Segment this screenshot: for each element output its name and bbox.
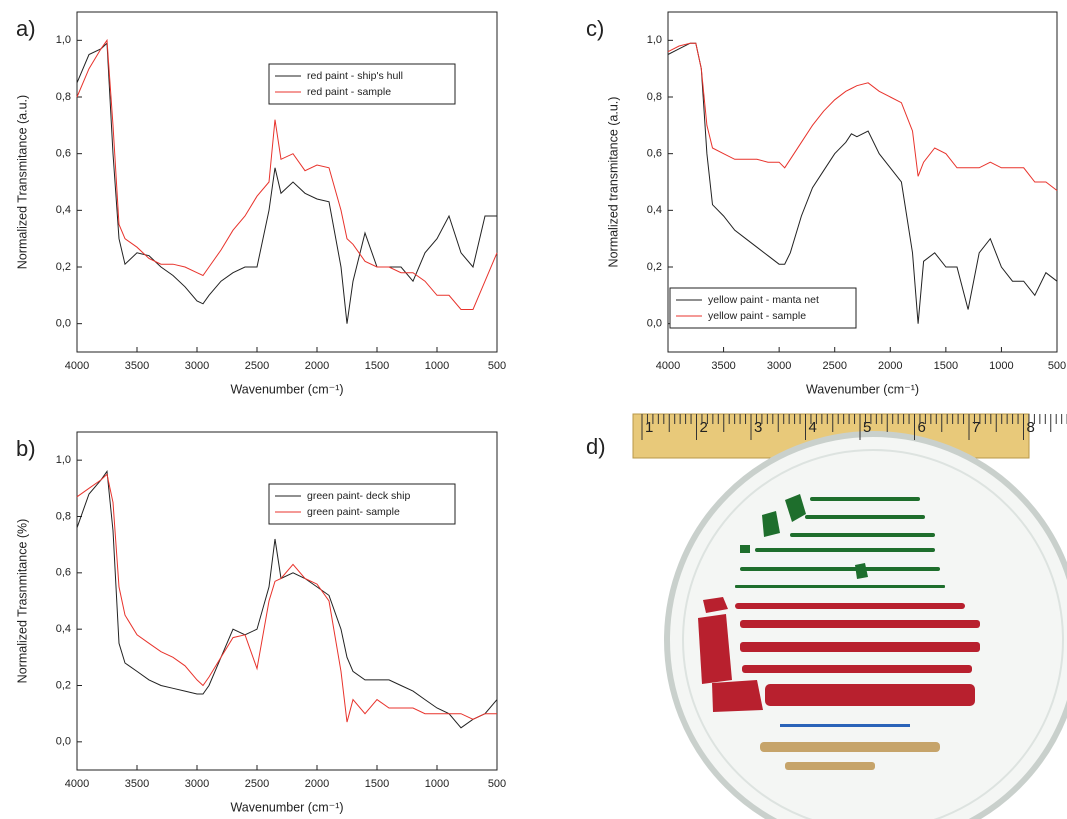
spectrum-line [76,38,498,310]
plot-frame [76,11,498,353]
red-fragments [698,597,980,712]
y-tick-label: 0,2 [56,261,71,273]
x-tick-label: 3000 [767,360,791,372]
spectrum-line [76,473,497,723]
plot-frame [667,11,1058,353]
legend-label: green paint- sample [307,506,400,518]
x-tick-label: 2000 [305,778,329,790]
y-tick-label: 0,4 [647,204,662,216]
y-tick-label: 0,4 [56,204,71,216]
x-tick-label: 2500 [245,360,269,372]
panel-label: a) [16,16,36,41]
y-axis-label: Normalized transmitance (a.u.) [606,97,620,268]
legend-box [669,287,857,329]
legend-label: yellow paint - sample [708,310,806,322]
x-tick-label: 2500 [245,778,269,790]
x-tick-label: 4000 [65,360,89,372]
x-tick-label: 3000 [185,360,209,372]
x-tick-label: 1500 [365,360,389,372]
photo [632,413,1067,819]
y-tick-label: 1,0 [56,454,71,466]
legend-label: red paint - ship's hull [307,70,403,82]
x-axis-label: Wavenumber (cm⁻¹) [230,800,343,814]
y-tick-label: 0,8 [56,91,71,103]
x-tick-label: 4000 [65,778,89,790]
legend-label: yellow paint - manta net [708,294,819,306]
ruler-label: 6 [918,419,926,436]
y-tick-label: 0,8 [647,91,662,103]
plot-frame [76,431,498,771]
x-tick-label: 4000 [656,360,680,372]
yellow-fragments [760,742,940,770]
x-axis-label: Wavenumber (cm⁻¹) [806,382,919,396]
ruler-label: 5 [863,419,871,436]
spectrum-line [76,42,497,324]
dish-rim [682,449,1064,819]
y-tick-label: 0,6 [56,567,71,579]
x-tick-label: 3500 [125,778,149,790]
ruler-label: 4 [809,419,817,436]
x-tick-label: 1000 [425,778,449,790]
x-tick-label: 1000 [425,360,449,372]
x-tick-label: 500 [1048,360,1066,372]
x-tick-label: 2000 [305,360,329,372]
y-tick-label: 0,6 [647,148,662,160]
spectrum-line [667,42,1058,324]
x-tick-label: 1500 [365,778,389,790]
x-tick-label: 1000 [989,360,1013,372]
ruler-label: 1 [645,419,653,436]
x-tick-label: 2500 [822,360,846,372]
legend-box [268,63,456,105]
legend-label: red paint - sample [307,86,391,98]
y-axis-label: Normalized Transmitance (a.u.) [15,95,29,269]
x-tick-label: 3000 [185,778,209,790]
blue-fragments [780,724,910,727]
x-axis-label: Wavenumber (cm⁻¹) [230,382,343,396]
ruler-label: 2 [700,419,708,436]
y-tick-label: 0,6 [56,148,71,160]
panel-label: d) [586,434,606,459]
ruler-label: 3 [754,419,762,436]
spectrum-line [76,470,498,729]
y-tick-label: 0,0 [647,318,662,330]
legend-box [268,483,456,525]
green-fragments [735,494,945,588]
y-tick-label: 1,0 [56,34,71,46]
y-tick-label: 0,0 [56,736,71,748]
x-tick-label: 2000 [878,360,902,372]
y-tick-label: 1,0 [647,34,662,46]
y-tick-label: 0,8 [56,510,71,522]
x-tick-label: 3500 [711,360,735,372]
legend-label: green paint- deck ship [307,490,410,502]
y-tick-label: 0,2 [56,679,71,691]
x-tick-label: 1500 [934,360,958,372]
spectrum-line [667,42,1058,191]
y-tick-label: 0,0 [56,318,71,330]
y-tick-label: 0,4 [56,623,71,635]
y-tick-label: 0,2 [647,261,662,273]
ruler-label: 7 [972,419,980,436]
y-axis-label: Normalized Trasnmitance (%) [15,519,29,684]
x-tick-label: 500 [488,360,506,372]
ruler-label: 8 [1027,419,1035,436]
panel-label: c) [586,16,604,41]
x-tick-label: 500 [488,778,506,790]
panel-label: b) [16,436,36,461]
x-tick-label: 3500 [125,360,149,372]
